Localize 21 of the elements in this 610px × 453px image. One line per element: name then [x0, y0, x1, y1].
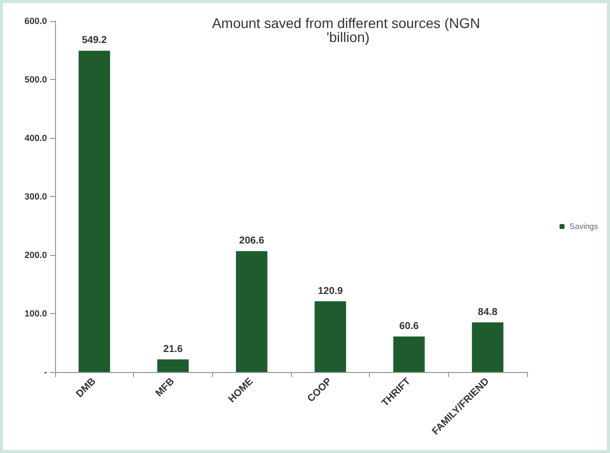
y-tick-label: 500.0: [24, 74, 47, 84]
y-tick-label: -: [44, 367, 47, 377]
bar: [472, 322, 504, 372]
data-label: 206.6: [239, 236, 265, 247]
y-tick-label: 300.0: [24, 192, 47, 202]
y-tick-label: 200.0: [24, 250, 47, 260]
data-label: 120.9: [318, 286, 344, 297]
y-tick-label: 600.0: [24, 16, 47, 26]
y-tick-label: 400.0: [24, 133, 47, 143]
data-label: 549.2: [82, 35, 108, 46]
legend-label: Savings: [570, 222, 598, 231]
data-label: 84.8: [478, 306, 498, 318]
bar: [78, 50, 110, 372]
bar: [236, 251, 268, 372]
data-label: 60.6: [399, 321, 420, 332]
bar: [157, 359, 189, 372]
data-label: 21.6: [163, 344, 184, 355]
bar: [314, 301, 346, 372]
chart-title: Amount saved from different sources (NGN 'billion): [212, 15, 484, 45]
bar: [393, 336, 425, 372]
y-tick-label: 100.0: [24, 308, 47, 318]
